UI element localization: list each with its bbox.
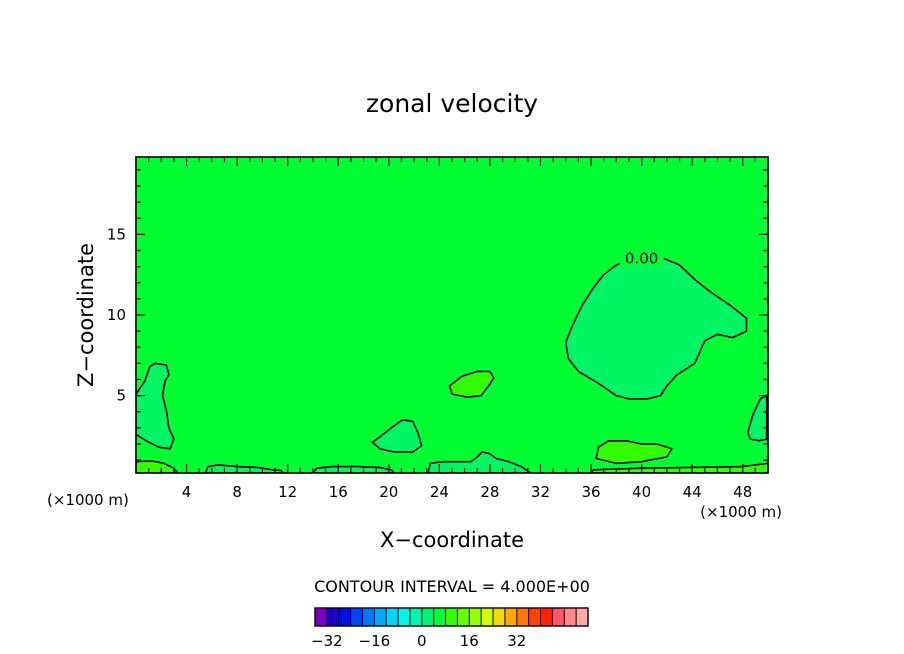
colorbar-swatch [445, 608, 458, 626]
contour-region-6 [595, 439, 673, 465]
contour-interval-text: CONTOUR INTERVAL = 4.000E+00 [314, 577, 590, 596]
x-tick-label: 48 [733, 483, 752, 501]
x-unit-right: (×1000 m) [700, 503, 782, 521]
colorbar-swatch [374, 608, 387, 626]
colorbar-swatch [504, 608, 518, 626]
colorbar-frame [314, 607, 589, 627]
x-tick-label: 20 [379, 483, 398, 501]
contour-regions [136, 256, 768, 473]
colorbar-swatch [421, 608, 434, 626]
contour-label-background [619, 250, 664, 267]
contour-region-2 [136, 362, 175, 450]
x-tick-label: 4 [182, 483, 192, 501]
colorbar [314, 607, 589, 627]
colorbar-swatch [528, 608, 541, 626]
x-tick-label: 40 [632, 483, 651, 501]
x-tick-label: 16 [329, 483, 348, 501]
colorbar-swatch [493, 608, 506, 626]
x-tick-label: 24 [430, 483, 449, 501]
colorbar-swatch [552, 608, 565, 626]
contour-region-3 [371, 418, 423, 453]
x-tick-label: 12 [278, 483, 297, 501]
contour-region-4 [746, 394, 768, 442]
contour-region-5 [448, 370, 495, 399]
x-tick-label: 32 [531, 483, 550, 501]
y-tick-label: 5 [116, 387, 126, 405]
colorbar-swatch [457, 608, 470, 626]
chart-title: zonal velocity [366, 89, 538, 118]
contour-label: 0.00 [625, 250, 658, 268]
colorbar-tick-labels: −32 −16 0 16 32 [311, 632, 526, 650]
contour-region-1 [564, 256, 748, 400]
x-tick-label: 44 [683, 483, 702, 501]
x-tick-label: 8 [232, 483, 242, 501]
colorbar-swatch [386, 608, 399, 626]
colorbar-swatch [481, 608, 494, 626]
colorbar-swatch [362, 608, 375, 626]
colorbar-swatch [469, 608, 482, 626]
colorbar-swatch [350, 608, 363, 626]
x-axis-label: X−coordinate [380, 528, 524, 552]
colorbar-swatch [409, 608, 423, 626]
x-tick-labels: 4 8 12 16 20 24 28 32 36 40 44 48 [182, 483, 752, 501]
colorbar-swatch [315, 608, 328, 626]
x-tick-label: 36 [581, 483, 600, 501]
colorbar-tick-label: 0 [417, 632, 427, 650]
axis-ticks [135, 157, 769, 473]
colorbar-tick-label: −16 [359, 632, 391, 650]
y-tick-label: 10 [107, 306, 126, 324]
y-tick-labels: 5 10 15 [107, 225, 126, 404]
colorbar-tick-label: −32 [311, 632, 343, 650]
contour-region-10 [136, 460, 179, 473]
x-unit-left: (×1000 m) [47, 491, 129, 509]
contour-region-7 [427, 451, 532, 473]
y-tick-label: 15 [107, 225, 126, 243]
colorbar-swatch [338, 608, 351, 626]
y-axis-label: Z−coordinate [74, 243, 98, 387]
colorbar-swatch [540, 608, 553, 626]
x-tick-label: 28 [480, 483, 499, 501]
colorbar-tick-label: 32 [507, 632, 526, 650]
colorbar-swatch [326, 608, 340, 626]
colorbar-tick-label: 16 [460, 632, 479, 650]
colorbar-swatch [576, 608, 589, 626]
colorbar-swatch [564, 608, 577, 626]
colorbar-swatch [516, 608, 529, 626]
colorbar-swatch [398, 608, 411, 626]
colorbar-swatch [433, 608, 446, 626]
